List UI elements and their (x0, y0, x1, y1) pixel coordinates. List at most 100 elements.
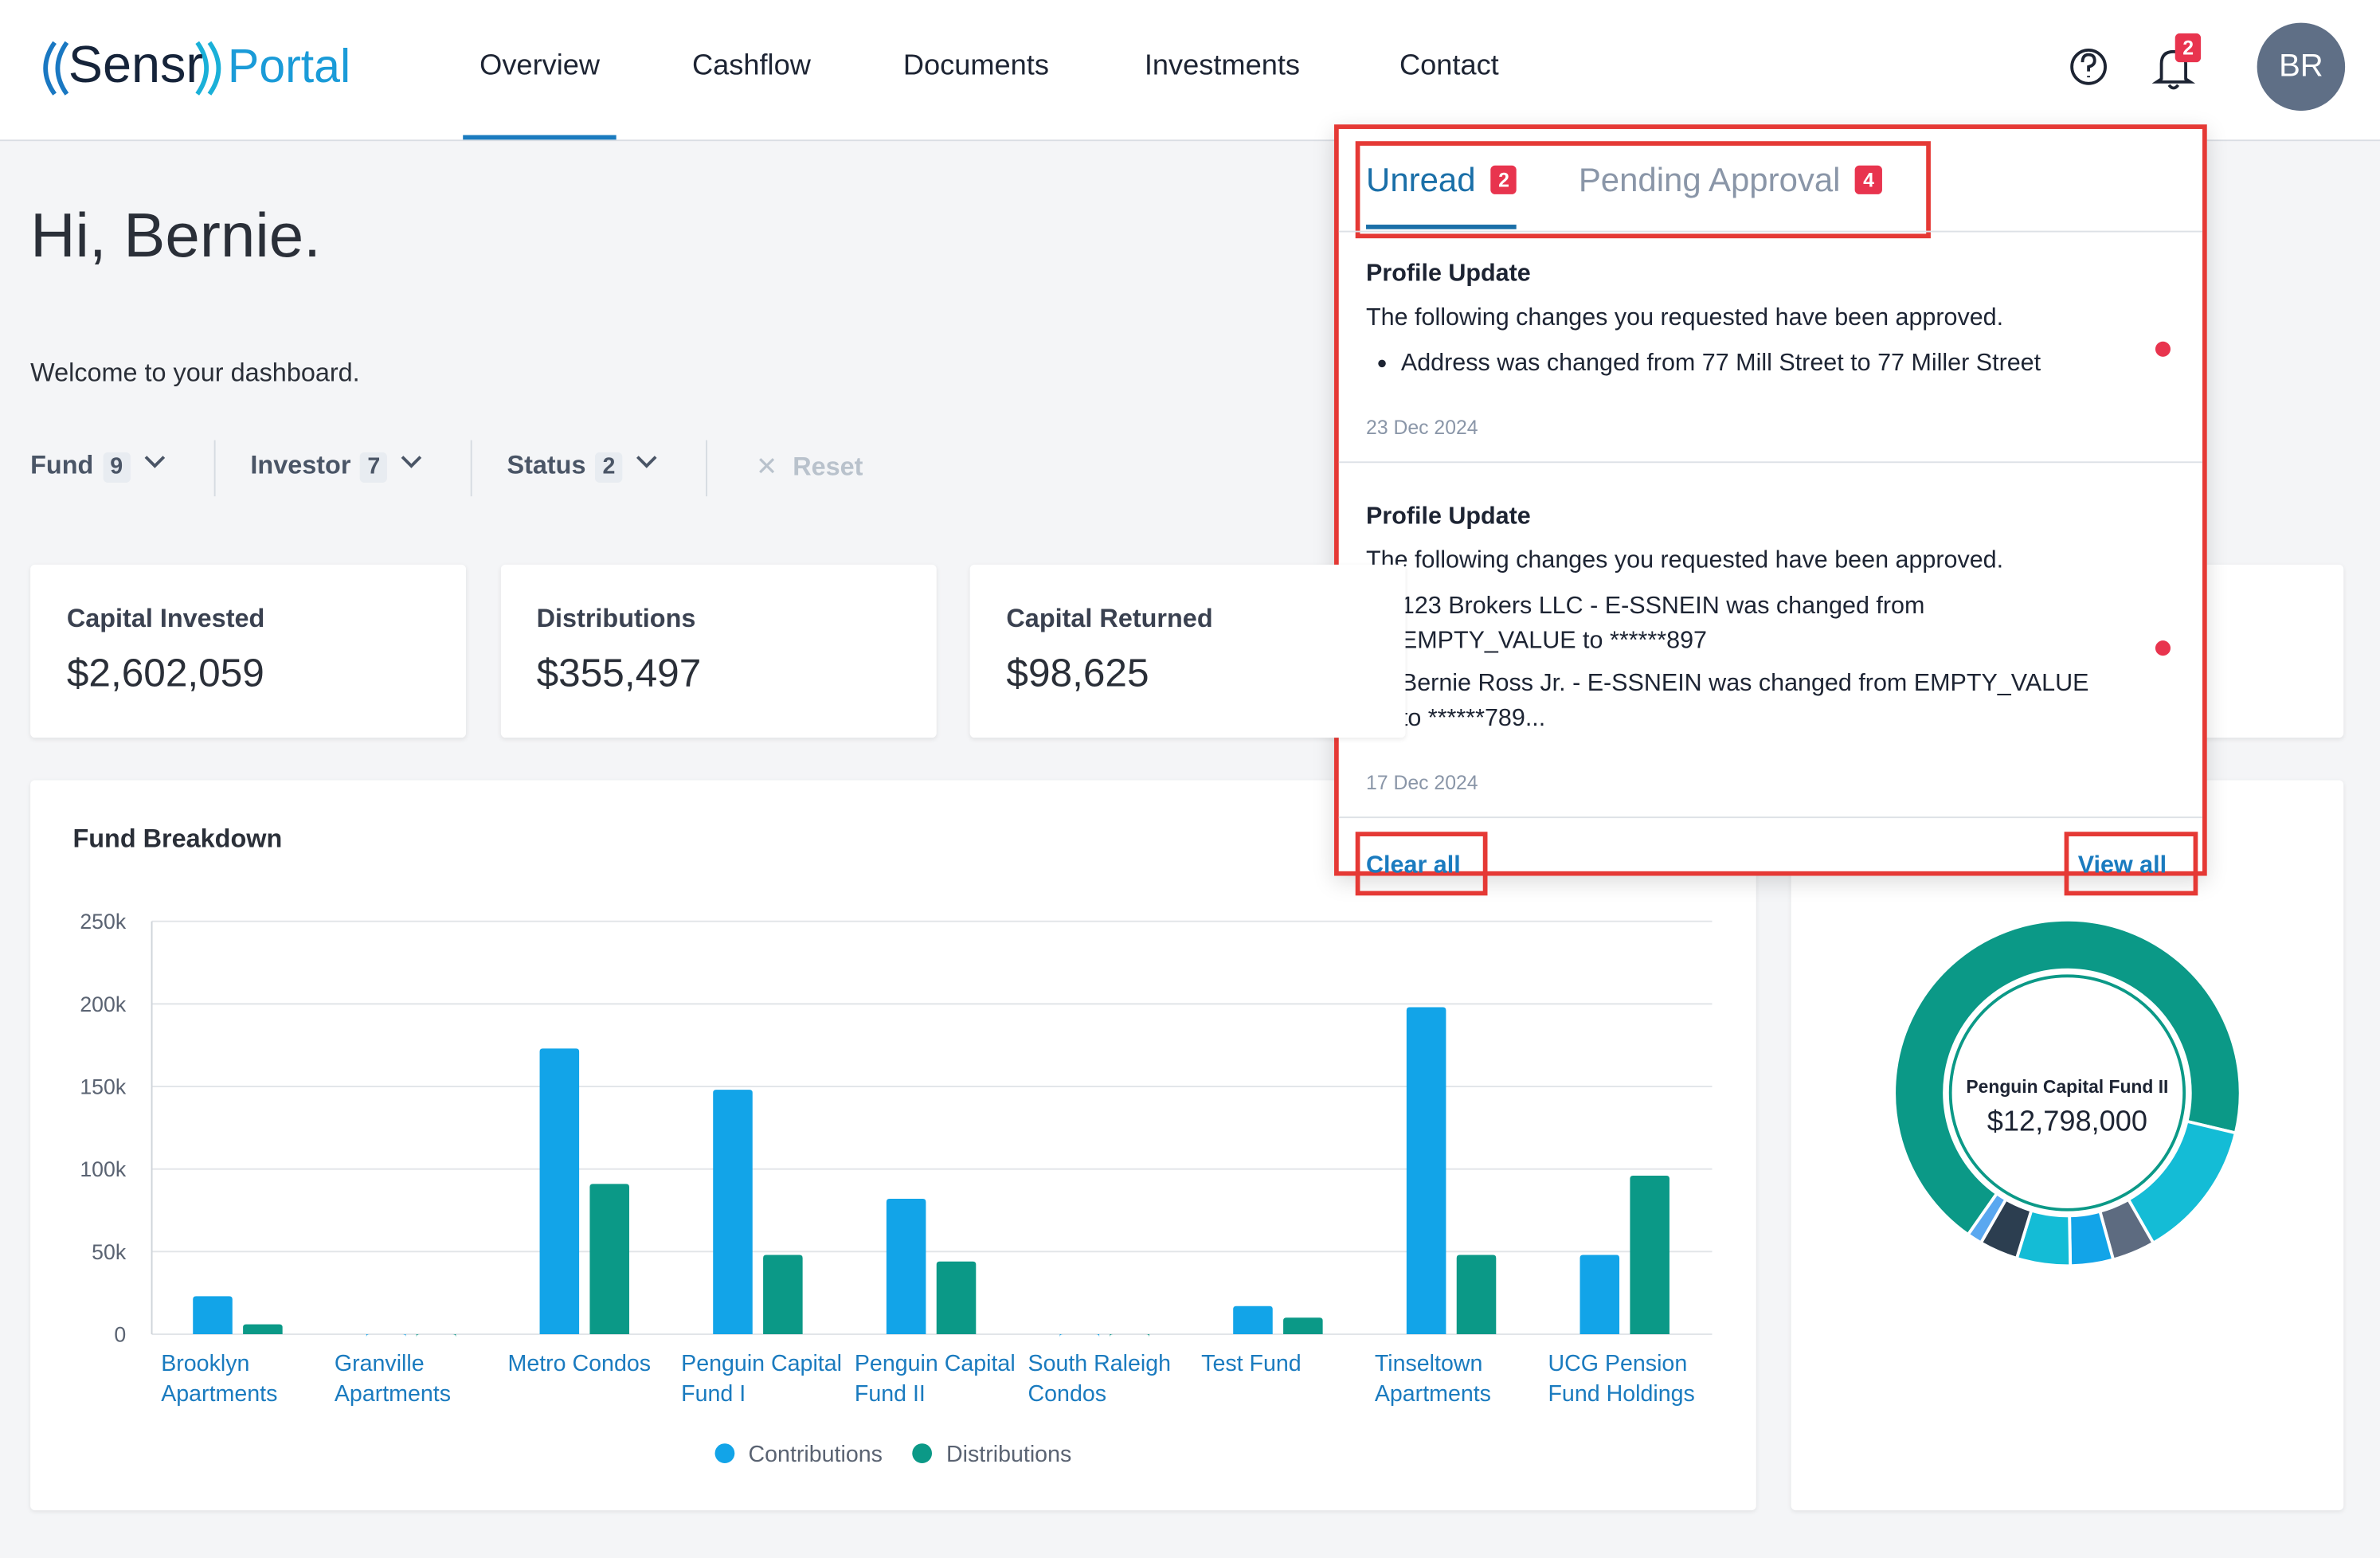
filter-dropdown[interactable]: Status 2 (507, 451, 668, 483)
filter-dropdown[interactable]: Fund 9 (30, 451, 176, 483)
filter-separator (706, 440, 708, 497)
filter-count: 7 (359, 452, 388, 483)
filter-count: 2 (594, 452, 623, 483)
clear-all-button[interactable]: Clear all (1366, 852, 1461, 879)
filter-separator (470, 440, 472, 497)
x-tick-label[interactable]: South Raleigh Condos (1028, 1350, 1172, 1407)
bar (539, 1048, 580, 1335)
bar (1406, 1007, 1446, 1335)
legend-item[interactable]: Contributions (714, 1442, 883, 1468)
view-all-button[interactable]: View all (2077, 852, 2167, 879)
stat-label: Distributions (536, 604, 696, 633)
avatar[interactable]: BR (2257, 22, 2346, 112)
y-tick-label: 50k (92, 1240, 127, 1264)
notification-tab[interactable]: Pending Approval 4 (1579, 161, 1882, 201)
notification-tab[interactable]: Unread 2 (1366, 161, 1517, 201)
chart-title: Fund Breakdown (72, 824, 283, 853)
stat-value: $98,625 (1006, 649, 1149, 695)
filter-dropdown[interactable]: Investor 7 (250, 451, 433, 483)
stat-card: Capital Invested $2,602,059 (30, 564, 467, 738)
greeting: Hi, Bernie. (30, 200, 321, 271)
notification-bullet: Bernie Ross Jr. - E-SSNEIN was changed f… (1400, 671, 2089, 732)
filter-separator (213, 440, 216, 497)
legend-item[interactable]: Distributions (913, 1442, 1072, 1468)
nav-item[interactable]: Documents (902, 49, 1049, 82)
x-tick-label[interactable]: Brooklyn Apartments (161, 1350, 278, 1407)
clear-all-highlight (1355, 832, 1488, 896)
stat-label: Capital Returned (1006, 604, 1213, 633)
bar (936, 1261, 977, 1335)
donut-chart: Penguin Capital Fund II $12,798,000 (1893, 918, 2242, 1268)
header-icons (2070, 48, 2196, 90)
donut-center-value: $12,798,000 (1987, 1105, 2147, 1137)
bar (1630, 1175, 1670, 1335)
legend-swatch (714, 1443, 735, 1463)
bar (713, 1090, 753, 1335)
logo: Sensr (68, 36, 204, 95)
separator (1338, 461, 2203, 464)
notification-badge[interactable]: 2 (2174, 33, 2202, 63)
bar (1283, 1317, 1323, 1335)
x-tick-label[interactable]: Test Fund (1201, 1350, 1302, 1377)
bar (1579, 1255, 1620, 1335)
stat-card: Capital Returned $98,625 (969, 564, 1406, 738)
bar (1233, 1306, 1273, 1335)
stat-value: $355,497 (536, 649, 702, 695)
y-tick-label: 100k (80, 1157, 126, 1181)
bar (243, 1324, 283, 1335)
nav-active-indicator (463, 135, 617, 140)
nav-item[interactable]: Investments (1144, 49, 1301, 82)
stat-label: Capital Invested (66, 604, 265, 633)
notification-popover: Unread 2 Pending Approval 4 Profile Update Th… (1334, 124, 2207, 896)
chevron (401, 456, 423, 468)
nav-item[interactable]: Overview (480, 49, 601, 82)
donut-inner-ring (1948, 974, 2186, 1212)
notification-text: The following changes you requested have… (1366, 305, 2004, 331)
tab-count: 4 (1855, 165, 1882, 194)
chevron (144, 456, 165, 468)
chevron (636, 456, 658, 468)
legend-label: Distributions (945, 1442, 1072, 1468)
stat-card: Distributions $355,497 (499, 564, 936, 738)
filter-label: Status (507, 450, 586, 480)
notification-bullet: Address was changed from 77 Mill Street … (1400, 350, 2041, 377)
x-tick-label[interactable]: Penguin Capital Fund I (681, 1350, 843, 1407)
bar-chart: 0 50k 100k 150k 200k 250k (80, 910, 1713, 1347)
logo-mark (43, 41, 221, 96)
unread-indicator (2155, 640, 2171, 656)
donut-segment (1893, 918, 2242, 1237)
notification-title: Profile Update (1366, 260, 1531, 288)
x-tick-label[interactable]: UCG Pension Fund Holdings (1548, 1350, 1695, 1407)
y-tick-label: 250k (80, 910, 126, 934)
x-tick-label[interactable]: Penguin Capital Fund II (854, 1350, 1016, 1407)
tab-count: 2 (1490, 165, 1517, 194)
donut-segment (1966, 1191, 2008, 1245)
nav-item[interactable]: Contact (1399, 49, 1499, 82)
legend-swatch (913, 1443, 933, 1463)
separator (1338, 230, 2203, 233)
bar (193, 1296, 233, 1335)
bullet-dot (1378, 359, 1386, 368)
filter-count: 9 (102, 452, 131, 483)
chart-panel: Fund Breakdown 0 50k 100k 150k 200k 250k Broo… (30, 780, 1756, 1511)
reset-button[interactable]: ✕ Reset (755, 452, 863, 482)
filter-label: Fund (30, 450, 94, 480)
y-tick-label: 150k (80, 1075, 126, 1099)
nav-item[interactable]: Cashflow (691, 49, 811, 82)
bar (886, 1199, 926, 1335)
legend: Contributions Distributions (30, 1442, 1756, 1468)
tab-active-indicator (1366, 225, 1517, 229)
filter-label: Investor (250, 450, 351, 480)
donut-center-label: Penguin Capital Fund II (1966, 1076, 2168, 1097)
x-tick-label[interactable]: Granville Apartments (334, 1350, 452, 1407)
unread-indicator (2155, 341, 2171, 357)
notification-date: 17 Dec 2024 (1366, 771, 1478, 794)
x-tick-label[interactable]: Tinseltown Apartments (1374, 1350, 1491, 1407)
tab-label: Pending Approval (1578, 160, 1841, 199)
x-tick-label[interactable]: Metro Condos (507, 1350, 652, 1377)
bar (1456, 1255, 1497, 1335)
notification-date: 23 Dec 2024 (1366, 416, 1478, 439)
header (0, 0, 2380, 142)
